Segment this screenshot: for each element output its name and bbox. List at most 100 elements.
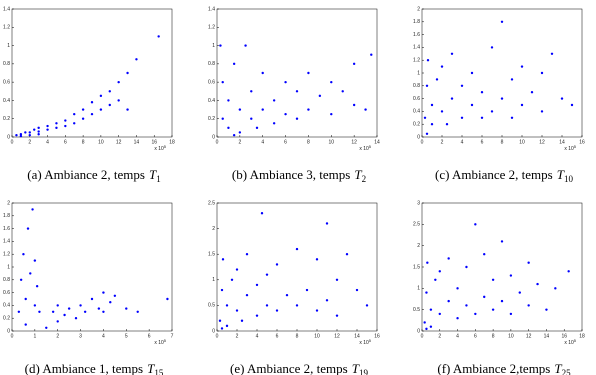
scatter-point [447, 257, 450, 260]
scatter-point [261, 108, 264, 111]
caption-text: (c) Ambiance 2, temps [435, 167, 553, 182]
scatter-point [438, 312, 441, 316]
scatter-point [99, 94, 103, 98]
x-tick-label: 0 [11, 139, 14, 145]
scatter-point [491, 278, 495, 281]
scatter-point [423, 321, 426, 324]
scatter-point [483, 295, 486, 299]
scatter-point [284, 80, 287, 84]
panel: 00.511.522.530 2 4 6 8 10 12 14 16 18x 105(f) Amb… [413, 200, 585, 375]
x-tick-label: 8 [501, 139, 504, 145]
scatter-point [536, 282, 539, 286]
scatter-point [37, 130, 40, 133]
scatter-point [255, 283, 259, 287]
scatter-point [136, 310, 139, 313]
scatter-point [221, 117, 224, 120]
scatter-point [307, 108, 310, 111]
scatter-point [117, 99, 120, 102]
scatter-point [73, 122, 76, 125]
scatter-point [285, 293, 289, 297]
y-tick-label: 1.4 [3, 6, 10, 12]
scatter-point [238, 131, 242, 134]
scatter-point [440, 110, 444, 113]
scatter-point [447, 299, 450, 303]
x-tick-label: 14 [134, 139, 140, 145]
scatter-point [102, 310, 105, 313]
x-tick-label: 2 [441, 139, 444, 145]
x-tick-label: 2 [238, 139, 241, 145]
scatter-point [51, 310, 55, 313]
x-tick-label: 10 [98, 139, 104, 145]
scatter-point [315, 258, 319, 261]
scatter-point [24, 131, 27, 134]
scatter-point [474, 312, 477, 316]
y-tick-label: 2.5 [413, 222, 420, 228]
scatter-point [450, 52, 454, 55]
scatter-point [218, 319, 222, 322]
scatter-point [46, 128, 49, 131]
x-multiplier: x 105 [564, 338, 576, 346]
y-tick-label: 0.2 [3, 116, 10, 122]
scatter-point [33, 128, 36, 131]
plot-frame [216, 8, 378, 138]
x-tick-label: 2 [28, 139, 31, 145]
scatter-point [325, 222, 329, 225]
scatter-point [545, 308, 548, 311]
x-tick-label: 8 [492, 333, 495, 339]
x-multiplier: x 105 [564, 144, 576, 152]
y-tick-label: 1.6 [413, 32, 420, 38]
scatter-point [518, 291, 521, 294]
y-tick-label: 0.4 [208, 98, 215, 104]
scatter-point [450, 97, 454, 100]
x-tick-label: 6 [148, 333, 151, 339]
caption-variable: T [352, 361, 360, 375]
x-tick-label: 14 [559, 139, 565, 145]
scatter-point [490, 46, 494, 49]
scatter-point [474, 223, 477, 226]
scatter-point [55, 122, 58, 125]
x-multiplier-base: x 10 [564, 146, 574, 152]
scatter-point [500, 97, 504, 100]
scatter-point [355, 288, 359, 292]
scatter-point [221, 258, 225, 261]
y-tick-label: 0.8 [3, 277, 10, 283]
caption-variable: T [147, 361, 155, 375]
scatter-point [79, 304, 82, 307]
x-tick-label: 4 [261, 139, 264, 145]
x-tick-label: 6 [284, 139, 287, 145]
x-tick-label: 0 [216, 139, 219, 145]
caption: (a) Ambiance 2, temps T1 [27, 167, 160, 184]
x-tick-label: 0 [421, 139, 424, 145]
y-tick-label: 1.5 [208, 252, 215, 258]
scatter-point [135, 58, 138, 61]
scatter-point [341, 90, 344, 93]
x-tick-label: 5 [125, 333, 128, 339]
x-tick-label: 12 [351, 139, 357, 145]
panel: 00.511.522.50 2 4 6 8 10 12 14 16x 105(e) Ambian… [208, 200, 380, 375]
plot-frame [216, 202, 378, 332]
x-tick-label: 16 [151, 139, 157, 145]
scatter-point [24, 297, 27, 301]
scatter-point [232, 133, 236, 137]
y-tick-label: 1.2 [3, 252, 10, 258]
scatter-point [560, 97, 564, 100]
scatter-point [102, 291, 105, 294]
plot-frame [421, 202, 583, 332]
x-tick-label: 4 [456, 333, 459, 339]
y-tick-label: 1 [212, 43, 215, 49]
x-tick-label: 6 [276, 333, 279, 339]
scatter-point [272, 122, 276, 125]
y-tick-label: 0.5 [413, 307, 420, 313]
scatter-point [28, 133, 31, 137]
scatter-point [64, 119, 67, 122]
y-tick-label: 1.2 [3, 25, 10, 31]
scatter-point [108, 103, 111, 107]
y-tick-label: 1.4 [413, 45, 420, 51]
scatter-point [483, 253, 486, 256]
scatter-point [425, 132, 429, 135]
scatter-point [28, 131, 31, 134]
panel: 0 0.2 0.4 0.6 0.8 1 1.2 1.4 1.6 1.8 2 0 2 4 6 8 10 12 14 16… [413, 6, 585, 184]
scatter-point [15, 133, 18, 137]
x-tick-label: 8 [296, 333, 299, 339]
scatter-point [38, 310, 41, 313]
